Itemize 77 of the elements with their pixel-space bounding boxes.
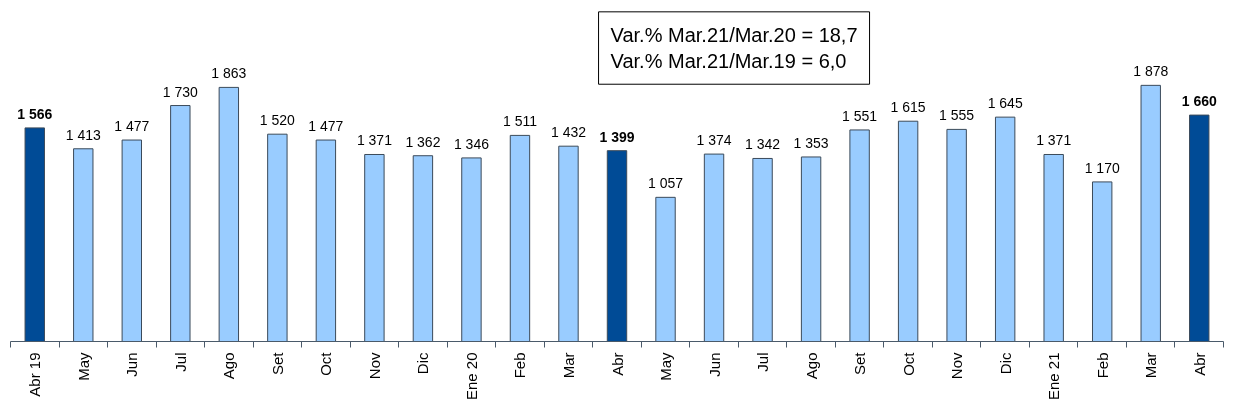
x-tick-label: Set [268, 351, 286, 376]
x-tick-label: Oct [899, 351, 917, 376]
x-tick-label: Ene 21 [1045, 352, 1063, 401]
data-label: 1 730 [162, 83, 199, 100]
data-label: 1 555 [939, 107, 975, 124]
bar [606, 150, 628, 342]
bar [218, 86, 240, 342]
bar [315, 139, 337, 342]
x-tick-label: Dic [996, 352, 1014, 375]
bar [946, 128, 967, 342]
data-label: 1 170 [1084, 159, 1120, 176]
bar [267, 133, 288, 342]
bar [73, 148, 94, 342]
data-label: 1 477 [308, 118, 344, 135]
bar [1189, 114, 1210, 342]
data-label: 1 399 [599, 128, 635, 145]
data-label: 1 615 [890, 99, 926, 116]
x-tick-label: Dic [414, 352, 432, 375]
data-label: 1 660 [1181, 93, 1217, 110]
bar [1140, 84, 1161, 342]
x-tick-label: May [74, 352, 92, 381]
bar [897, 120, 919, 342]
bar [800, 156, 822, 342]
x-tick-label: Jun [123, 352, 141, 377]
x-tick-label: Jul [171, 352, 189, 372]
bar [752, 157, 773, 342]
x-tick-label: Set [851, 351, 869, 376]
data-label: 1 551 [842, 107, 878, 124]
x-tick-label: Mar [559, 352, 577, 379]
text: Var.% Mar.21/Mar.19 = 6,0 [610, 50, 847, 73]
data-label: 1 353 [793, 134, 829, 151]
bar [364, 154, 385, 342]
bar [703, 153, 725, 342]
bar [1043, 154, 1064, 342]
bar [509, 134, 531, 342]
data-label: 1 362 [405, 133, 441, 150]
data-label: 1 645 [987, 95, 1023, 112]
bar [1092, 181, 1113, 342]
x-tick-label: Nov [365, 352, 383, 380]
data-label: 1 566 [17, 105, 53, 122]
text: Var.% Mar.21/Mar.20 = 18,7 [610, 23, 858, 46]
data-label: 1 371 [356, 132, 393, 149]
x-tick-label: Abr [608, 352, 626, 376]
x-tick-label: May [657, 352, 675, 381]
x-tick-label: Jun [705, 352, 723, 377]
x-tick-label: Jul [754, 352, 772, 372]
bar [994, 116, 1016, 342]
x-tick-label: Abr [1190, 352, 1208, 376]
x-tick-label: Ene 20 [462, 352, 480, 401]
data-label: 1 342 [745, 136, 781, 153]
bar [849, 129, 870, 342]
data-label: 1 878 [1133, 63, 1169, 80]
bar [655, 196, 676, 342]
x-tick-label: Ago [220, 352, 238, 380]
x-tick-label: Ago [802, 352, 820, 380]
bar [121, 139, 142, 342]
bar [170, 105, 191, 342]
bar [558, 145, 579, 342]
x-tick-label: Nov [948, 352, 966, 380]
data-label: 1 511 [502, 113, 538, 130]
data-label: 1 371 [1036, 132, 1072, 149]
x-tick-label: Abr 19 [26, 352, 44, 397]
x-tick-label: Feb [511, 352, 529, 379]
x-tick-label: Mar [1142, 352, 1160, 379]
x-tick-label: Feb [1093, 352, 1111, 379]
data-label: 1 520 [259, 112, 296, 129]
bar [24, 127, 45, 342]
data-label: 1 374 [696, 132, 732, 149]
data-label: 1 057 [648, 175, 684, 192]
data-label: 1 863 [211, 65, 247, 82]
bar [412, 155, 434, 342]
data-label: 1 432 [550, 124, 587, 141]
data-label: 1 346 [453, 135, 490, 152]
x-tick-label: Oct [317, 351, 335, 376]
bar [461, 157, 482, 342]
data-label: 1 413 [65, 126, 102, 143]
data-label: 1 477 [114, 118, 150, 135]
